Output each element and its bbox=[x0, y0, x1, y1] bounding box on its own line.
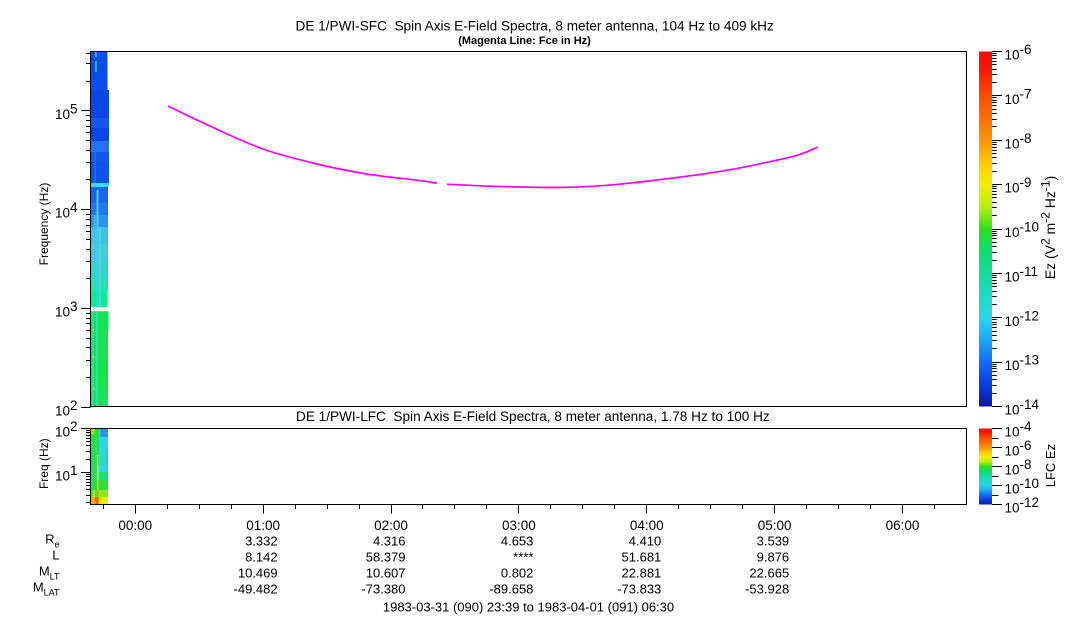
svg-text:(Magenta Line: Fce in Hz): (Magenta Line: Fce in Hz) bbox=[458, 35, 591, 47]
svg-text:-14: -14 bbox=[1020, 397, 1040, 412]
svg-text:DE 1/PWI-SFC Spin Axis E-Fiel: DE 1/PWI-SFC Spin Axis E-Field Spectra, … bbox=[296, 19, 774, 34]
svg-text:2: 2 bbox=[70, 419, 78, 434]
svg-text:10: 10 bbox=[1005, 225, 1020, 240]
svg-text:10: 10 bbox=[1005, 425, 1020, 440]
svg-text:01:00: 01:00 bbox=[246, 518, 280, 533]
svg-text:58.379: 58.379 bbox=[366, 550, 406, 565]
svg-text:10: 10 bbox=[1005, 136, 1020, 151]
svg-text:-8: -8 bbox=[1020, 457, 1032, 472]
svg-text:10: 10 bbox=[1005, 444, 1020, 459]
svg-text:-7: -7 bbox=[1020, 86, 1032, 101]
svg-text:2: 2 bbox=[70, 398, 78, 413]
svg-text:-9: -9 bbox=[1020, 175, 1032, 190]
svg-text:3.539: 3.539 bbox=[757, 534, 790, 549]
svg-text:3: 3 bbox=[70, 299, 78, 314]
svg-text:03:00: 03:00 bbox=[502, 518, 536, 533]
svg-text:10: 10 bbox=[1005, 463, 1020, 478]
svg-text:1983-03-31 (090) 23:39 to 1983: 1983-03-31 (090) 23:39 to 1983-04-01 (09… bbox=[383, 600, 674, 615]
svg-text:4.653: 4.653 bbox=[501, 534, 534, 549]
svg-text:-89.658: -89.658 bbox=[489, 582, 533, 597]
svg-text:DE 1/PWI-LFC Spin Axis E-Fiel: DE 1/PWI-LFC Spin Axis E-Field Spectra, … bbox=[296, 409, 770, 424]
svg-text:-12: -12 bbox=[1020, 495, 1040, 510]
svg-text:-73.380: -73.380 bbox=[361, 582, 405, 597]
svg-text:02:00: 02:00 bbox=[374, 518, 408, 533]
svg-text:-11: -11 bbox=[1020, 264, 1039, 279]
svg-text:04:00: 04:00 bbox=[630, 518, 664, 533]
svg-text:5: 5 bbox=[70, 101, 78, 116]
svg-text:-49.482: -49.482 bbox=[234, 582, 278, 597]
svg-text:10: 10 bbox=[55, 425, 70, 440]
svg-text:L: L bbox=[52, 548, 59, 563]
svg-text:10: 10 bbox=[1005, 482, 1020, 497]
svg-text:-4: -4 bbox=[1020, 419, 1032, 434]
svg-text:10.469: 10.469 bbox=[238, 566, 278, 581]
svg-text:10: 10 bbox=[55, 206, 70, 221]
svg-text:****: **** bbox=[513, 550, 533, 565]
svg-text:-73.833: -73.833 bbox=[617, 582, 661, 597]
svg-text:9.876: 9.876 bbox=[757, 550, 790, 565]
svg-text:10: 10 bbox=[55, 107, 70, 122]
svg-text:-10: -10 bbox=[1020, 220, 1040, 235]
svg-text:10: 10 bbox=[55, 305, 70, 320]
svg-text:10: 10 bbox=[1005, 48, 1020, 63]
svg-text:Frequency (Hz): Frequency (Hz) bbox=[37, 183, 51, 266]
svg-text:10: 10 bbox=[1005, 92, 1020, 107]
svg-text:-10: -10 bbox=[1020, 476, 1040, 491]
svg-text:-53.928: -53.928 bbox=[745, 582, 789, 597]
svg-text:05:00: 05:00 bbox=[758, 518, 792, 533]
svg-text:00:00: 00:00 bbox=[118, 518, 152, 533]
svg-text:4.316: 4.316 bbox=[373, 534, 406, 549]
svg-text:-13: -13 bbox=[1020, 353, 1040, 368]
svg-text:10: 10 bbox=[55, 404, 70, 419]
svg-text:10: 10 bbox=[1005, 501, 1020, 516]
svg-text:10: 10 bbox=[1005, 358, 1020, 373]
svg-text:-12: -12 bbox=[1020, 308, 1040, 323]
svg-text:51.681: 51.681 bbox=[622, 550, 662, 565]
svg-text:-8: -8 bbox=[1020, 131, 1032, 146]
svg-text:0.802: 0.802 bbox=[501, 566, 534, 581]
svg-text:8.142: 8.142 bbox=[245, 550, 278, 565]
svg-text:10: 10 bbox=[1005, 403, 1020, 418]
svg-text:22.881: 22.881 bbox=[622, 566, 662, 581]
svg-text:4.410: 4.410 bbox=[629, 534, 662, 549]
svg-text:4: 4 bbox=[70, 200, 78, 215]
svg-text:Freq (Hz): Freq (Hz) bbox=[37, 438, 51, 489]
svg-text:10: 10 bbox=[55, 468, 70, 483]
svg-text:3.332: 3.332 bbox=[245, 534, 278, 549]
svg-text:06:00: 06:00 bbox=[886, 518, 920, 533]
svg-text:10: 10 bbox=[1005, 314, 1020, 329]
svg-text:Ez (V2 m-2 Hz-1): Ez (V2 m-2 Hz-1) bbox=[1039, 176, 1059, 280]
svg-text:-6: -6 bbox=[1020, 42, 1032, 57]
svg-text:10: 10 bbox=[1005, 269, 1020, 284]
svg-text:1: 1 bbox=[70, 463, 78, 478]
svg-text:22.665: 22.665 bbox=[749, 566, 789, 581]
svg-text:LFC Ez: LFC Ez bbox=[1043, 444, 1058, 487]
svg-text:10: 10 bbox=[1005, 181, 1020, 196]
svg-text:-6: -6 bbox=[1020, 438, 1032, 453]
svg-text:10.607: 10.607 bbox=[366, 566, 406, 581]
